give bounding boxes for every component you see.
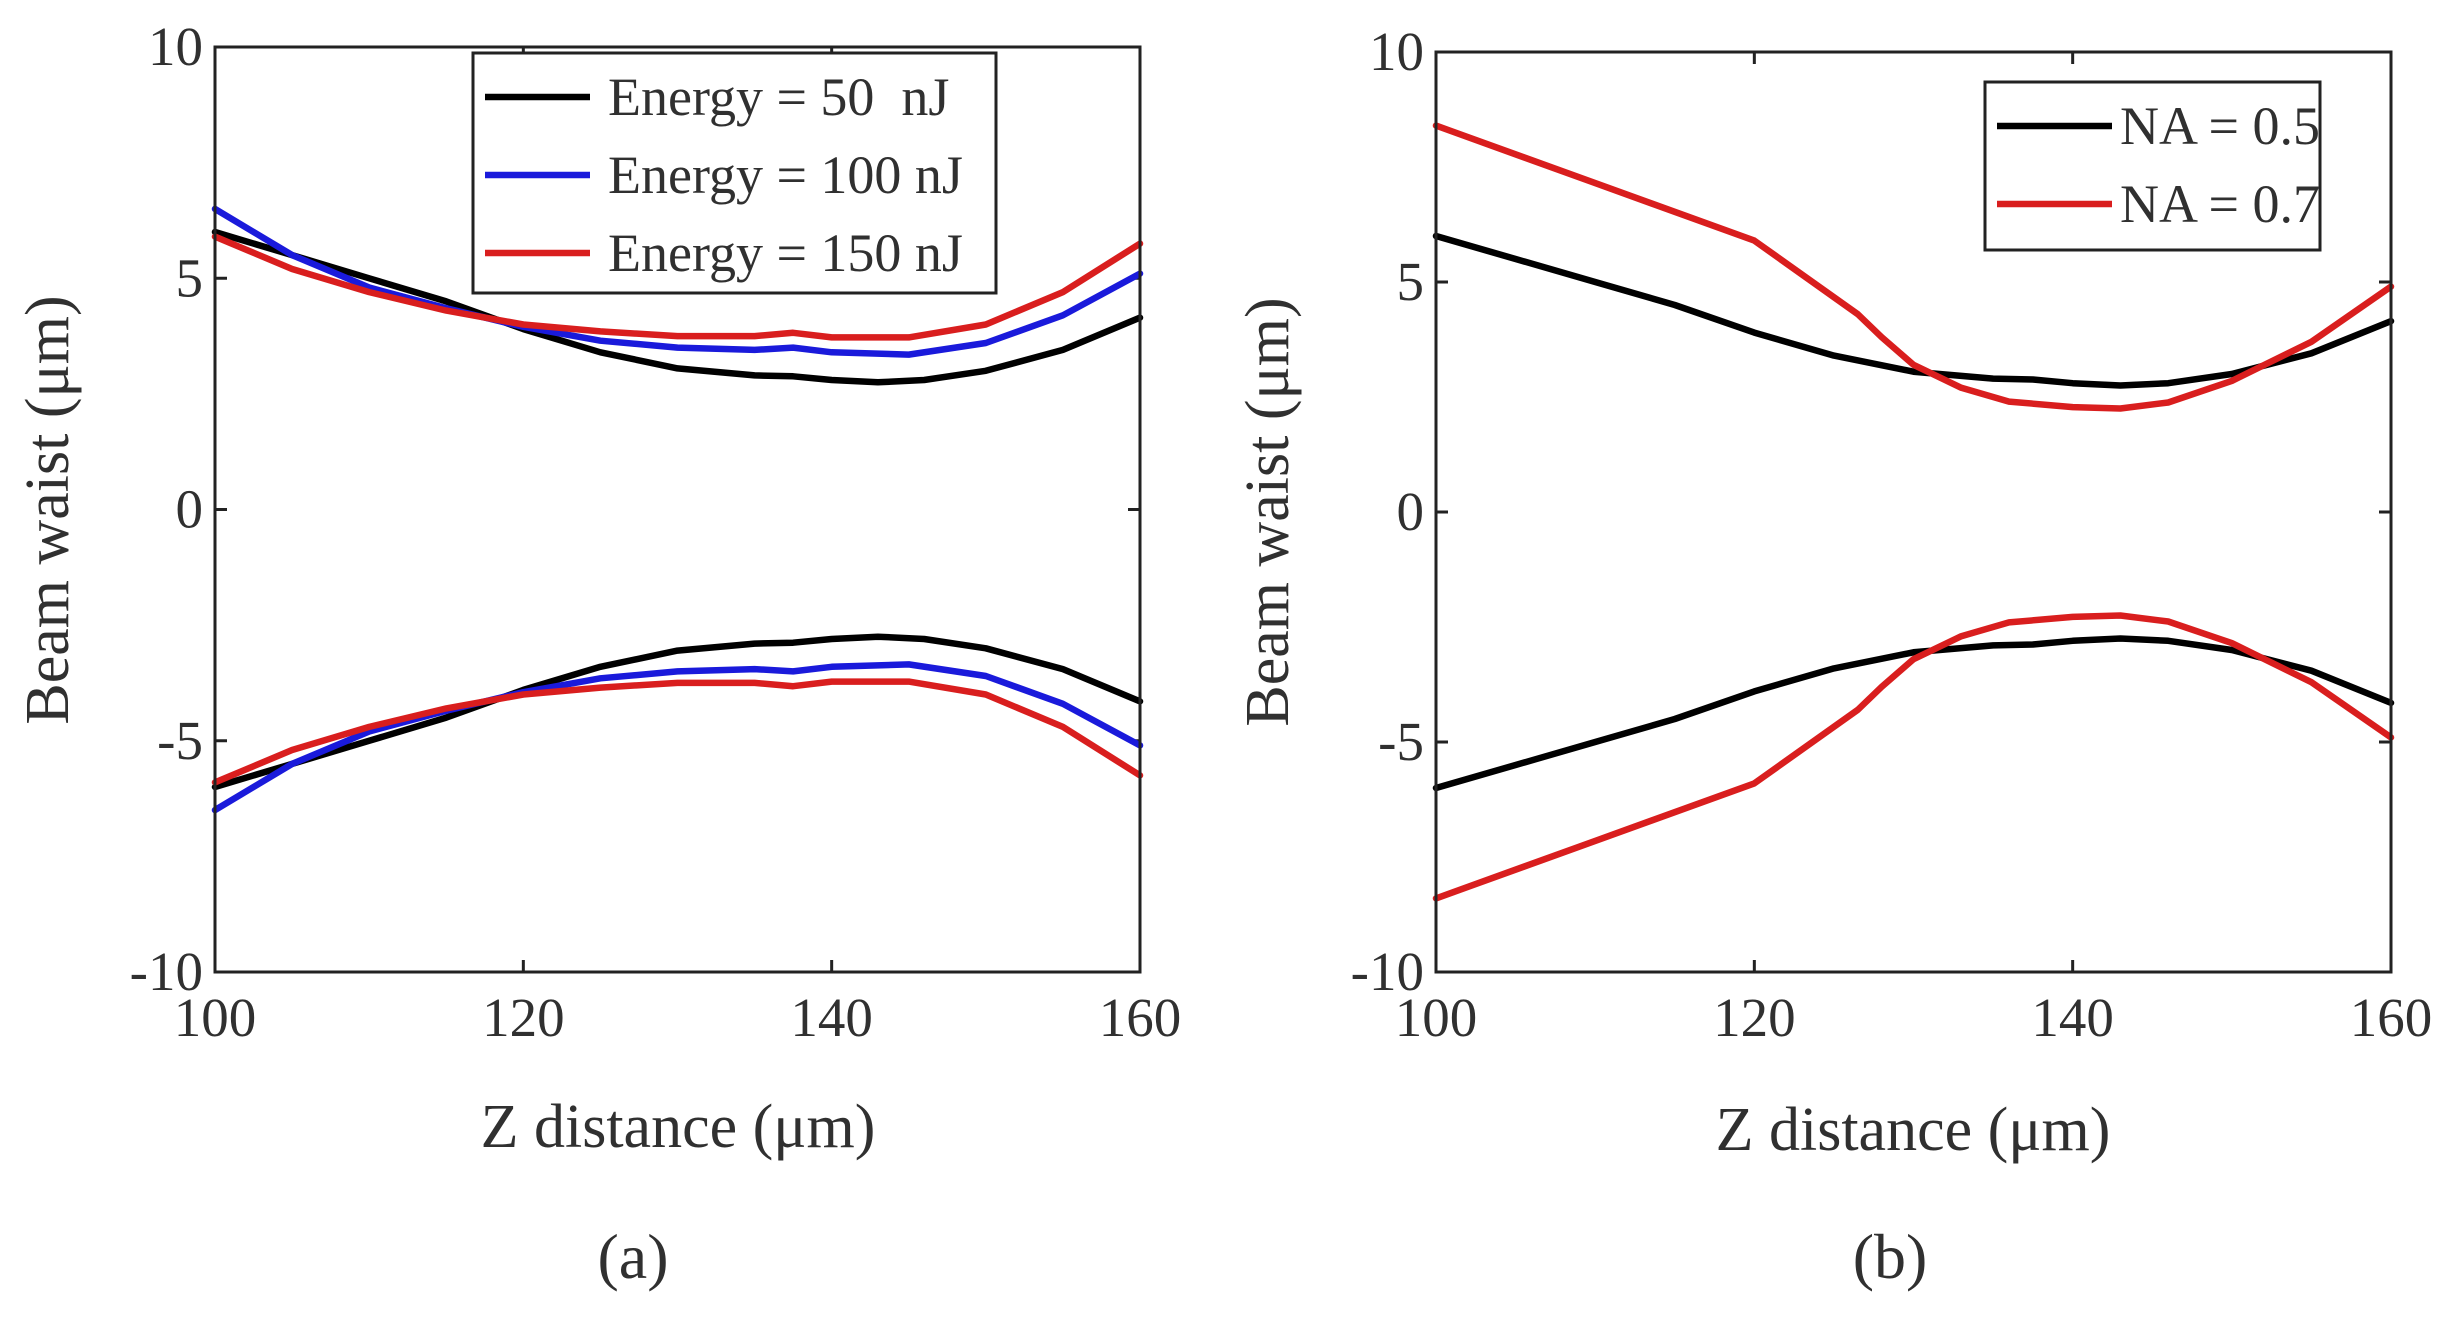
legend-a: Energy = 50 nJ Energy = 100 nJ Energy = 15… (471, 51, 998, 295)
plot-frame-b (1434, 50, 2393, 974)
series-line-b-1-upper (1432, 122, 2395, 412)
legend-label-b-1: NA = 0.7 (2120, 174, 2320, 234)
x-tick-label-a-2: 140 (790, 987, 873, 1048)
legend-box-b (1983, 80, 2322, 252)
x-tick-label-b-0: 100 (1395, 987, 1478, 1048)
panel-label-a: (a) (597, 1221, 668, 1292)
x-axis-label-b: Z distance (μm) (1716, 1096, 2111, 1164)
legend-label-a-2: Energy = 150 nJ (608, 223, 963, 283)
series-line-a-0-lower (211, 633, 1144, 791)
tick-labels-a: 100 120 140 160 -10 -5 0 5 10 (130, 16, 1182, 1048)
series-line-a-0-upper (211, 228, 1144, 386)
legend-b: NA = 0.5 NA = 0.7 (1983, 80, 2322, 252)
panel-label-b: (b) (1853, 1221, 1928, 1292)
plot-frame-a (213, 45, 1142, 974)
series-group-b (1432, 122, 2395, 902)
chart-panel-b: 100 120 140 160 -10 -5 0 5 10 NA = 0.5 NA = 0.7 Z… (1234, 21, 2432, 1292)
y-tick-label-a-4: 10 (148, 16, 203, 77)
y-tick-label-b-0: -10 (1351, 941, 1424, 1002)
series-group-a (211, 205, 1144, 814)
series-line-a-1-lower (211, 661, 1144, 814)
legend-label-a-0: Energy = 50 nJ (608, 67, 949, 127)
y-tick-label-a-0: -10 (130, 941, 203, 1002)
x-tick-label-a-1: 120 (482, 987, 565, 1048)
x-axis-label-a: Z distance (μm) (481, 1093, 876, 1161)
series-line-a-1-upper (211, 205, 1144, 358)
series-line-b-0-upper (1432, 232, 2395, 389)
y-tick-label-b-4: 10 (1369, 21, 1424, 82)
y-tick-label-a-2: 0 (176, 479, 204, 540)
y-tick-label-b-1: -5 (1378, 711, 1424, 772)
x-tick-label-b-3: 160 (2350, 987, 2433, 1048)
x-tick-label-a-3: 160 (1099, 987, 1182, 1048)
y-axis-label-a: Beam waist (μm) (14, 295, 82, 724)
series-line-a-2-lower (211, 678, 1144, 786)
series-line-b-0-lower (1432, 635, 2395, 792)
legend-label-a-1: Energy = 100 nJ (608, 145, 963, 205)
y-tick-label-a-3: 5 (176, 247, 204, 308)
y-axis-label-b: Beam waist (μm) (1234, 297, 1302, 726)
series-line-b-1-lower (1432, 612, 2395, 902)
y-tick-label-b-2: 0 (1397, 481, 1425, 542)
x-tick-label-b-2: 140 (2031, 987, 2114, 1048)
x-tick-label-b-1: 120 (1713, 987, 1796, 1048)
x-tick-label-a-0: 100 (174, 987, 257, 1048)
tick-labels-b: 100 120 140 160 -10 -5 0 5 10 (1351, 21, 2433, 1048)
series-line-a-2-upper (211, 233, 1144, 341)
y-tick-label-a-1: -5 (157, 710, 203, 771)
legend-label-b-0: NA = 0.5 (2120, 96, 2320, 156)
y-tick-label-b-3: 5 (1397, 251, 1425, 312)
